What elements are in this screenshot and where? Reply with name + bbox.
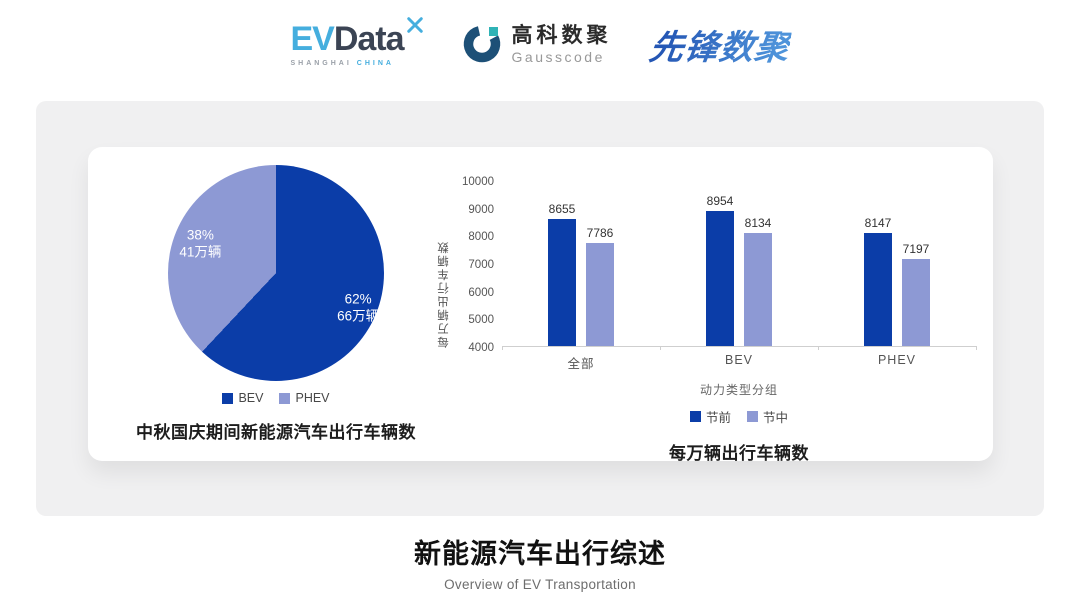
bar-group-PHEV: 8147 7197 [818, 182, 976, 346]
category-label-PHEV: PHEV [877, 353, 917, 367]
y-tick-label: 6000 [468, 286, 494, 299]
content-panel: 38% 41万辆 62% 66万辆 BEV PHEV [36, 101, 1044, 516]
gausscode-name-cn: 高科数聚 [511, 24, 612, 48]
bar-plot-column: 8655 7786 8954 8134 8147 7197 全部 BEV PHEV 动力类型分… [502, 182, 977, 464]
pie-legend-item-phev: PHEV [279, 391, 330, 405]
pre-holiday-swatch-icon [689, 411, 701, 422]
pie-legend: BEV PHEV [106, 391, 446, 405]
bar-group-全部: 8655 7786 [502, 182, 660, 346]
bev-swatch-icon [222, 392, 234, 404]
bar-chart-title: 每万辆出行车辆数 [669, 444, 809, 463]
footer-title: 新能源汽车出行综述 [414, 539, 666, 569]
pie-phev-percent-text: 38% [186, 227, 214, 243]
bar-节前-PHEV: 8147 [864, 216, 892, 346]
x-axis-tick [818, 346, 819, 350]
bar-chart-section: 每万辆出行车辆数 10000 9000 8000 7000 6000 5000 4000 8… [436, 167, 977, 464]
bar-value-label: 8134 [744, 216, 772, 231]
bar-节中-全部: 7786 [586, 226, 614, 346]
chart-card: 38% 41万辆 62% 66万辆 BEV PHEV [88, 147, 993, 464]
evdata-logo: EV Data SHANGHAI CHINA [290, 17, 423, 67]
evdata-tagline-right: CHINA [356, 60, 394, 67]
bar-节中-BEV: 8134 [744, 216, 772, 346]
bar-value-label: 7197 [902, 241, 930, 256]
pie-legend-phev-label: PHEV [295, 391, 330, 405]
pie-slice-label-bev: 62% 66万辆 [337, 290, 379, 325]
pie-legend-item-bev: BEV [222, 391, 263, 405]
bar-legend: 节前 节中 [502, 407, 976, 426]
x-axis-tick [502, 346, 503, 350]
gausscode-text: 高科数聚 Gausscode [512, 24, 612, 64]
pie-chart-section: 38% 41万辆 62% 66万辆 BEV PHEV [106, 147, 446, 443]
bar-节前-BEV: 8954 [706, 194, 734, 346]
y-axis-ticks: 10000 9000 8000 7000 6000 5000 4000 [456, 176, 494, 354]
pioneer-wordmark: 先锋数聚 [646, 20, 793, 69]
evdata-tagline: SHANGHAI CHINA [290, 60, 423, 67]
pie-bev-percent-text: 62% [344, 291, 372, 306]
bar-value-label: 8147 [864, 215, 892, 230]
phev-swatch-icon [279, 392, 291, 404]
evdata-tagline-left: SHANGHAI [290, 60, 352, 67]
x-axis-tick [976, 346, 977, 350]
pinwheel-x-icon [406, 17, 423, 33]
y-axis-label: 每万辆出行车辆数 [438, 240, 450, 348]
pioneer-logo: 先锋数聚 [646, 20, 791, 69]
pie-slice-label-phev: 38% 41万辆 [179, 226, 221, 261]
bar-value-label: 8655 [548, 201, 576, 216]
pie-legend-bev-label: BEV [238, 391, 264, 405]
y-tick-label: 5000 [468, 314, 494, 327]
y-tick-label: 7000 [468, 259, 494, 271]
bar-节中-PHEV: 7197 [902, 242, 930, 346]
y-tick-label: 8000 [468, 231, 494, 244]
gausscode-logo: 高科数聚 Gausscode [462, 24, 612, 65]
pie-chart-title: 中秋国庆期间新能源汽车出行车辆数 [136, 423, 416, 442]
bar-value-label: 8954 [706, 193, 734, 208]
bar-legend-item-mid: 节中 [747, 407, 788, 426]
y-tick-label: 9000 [468, 203, 494, 216]
evdata-ev-text: EV [290, 20, 334, 58]
pie-chart: 38% 41万辆 62% 66万辆 [168, 165, 384, 381]
bar-legend-mid-label: 节中 [763, 411, 789, 425]
y-tick-label: 10000 [462, 176, 494, 188]
gausscode-g-icon [463, 26, 500, 63]
evdata-data-text: Data [333, 20, 405, 58]
category-label-BEV: BEV [724, 353, 753, 367]
evdata-wordmark: EV Data [290, 17, 423, 58]
header-logos: EV Data SHANGHAI CHINA 高科数聚 Gausscode 先锋数… [0, 17, 1080, 69]
x-axis-label: 动力类型分组 [699, 383, 778, 397]
mid-holiday-swatch-icon [747, 411, 758, 422]
y-tick-label: 4000 [468, 342, 494, 354]
bar-plot: 8655 7786 8954 8134 8147 7197 [502, 182, 977, 350]
bar-节前-全部: 8655 [548, 202, 576, 346]
category-label-全部: 全部 [567, 357, 595, 371]
bar-legend-pre-label: 节前 [705, 411, 731, 425]
footer: 新能源汽车出行综述 Overview of EV Transportation [0, 532, 1080, 592]
bar-value-label: 7786 [586, 225, 614, 240]
pie-phev-value-text: 41万辆 [179, 244, 222, 260]
bar-chart: 每万辆出行车辆数 10000 9000 8000 7000 6000 5000 4000 8… [436, 167, 977, 464]
category-row: 全部 BEV PHEV [502, 353, 976, 372]
x-axis-tick [659, 346, 661, 350]
pie-bev-value-text: 66万辆 [337, 308, 380, 324]
bar-legend-item-pre: 节前 [689, 407, 731, 426]
bar-group-BEV: 8954 8134 [660, 182, 818, 346]
footer-subtitle: Overview of EV Transportation [444, 577, 636, 592]
gausscode-name-en: Gausscode [511, 48, 605, 65]
